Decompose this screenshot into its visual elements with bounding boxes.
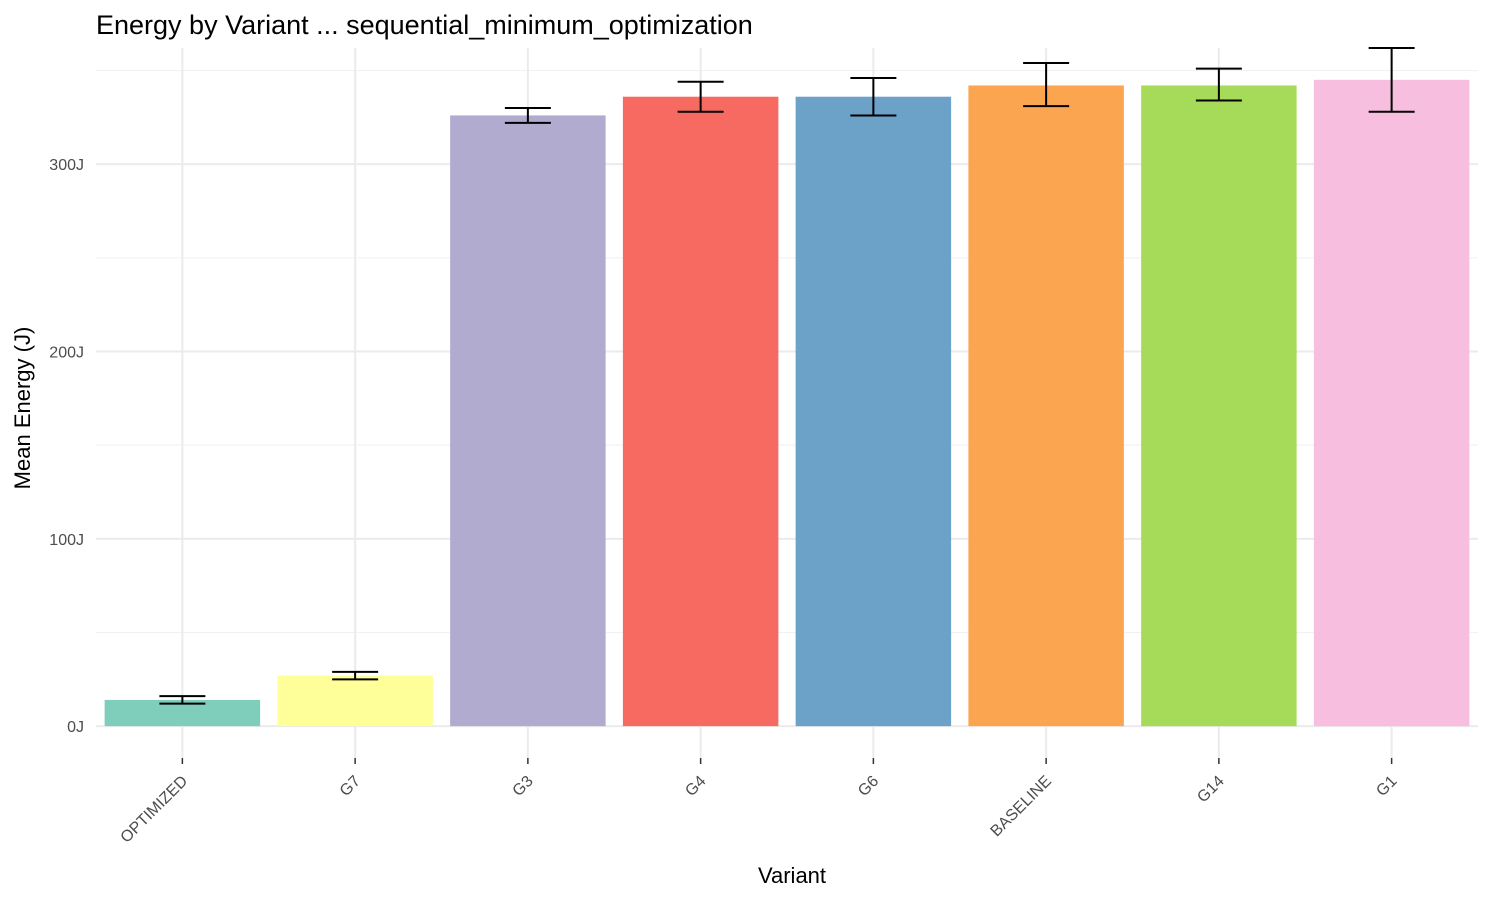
x-tick-label-g1: G1 <box>1373 773 1400 800</box>
x-tick-label-g4: G4 <box>682 773 709 800</box>
error-bar-optimized <box>159 695 206 705</box>
y-tick-label: 0J <box>67 719 84 736</box>
error-bar-g6 <box>850 76 897 117</box>
error-bar-g4 <box>677 80 724 113</box>
x-axis-ticks: OPTIMIZED G7 G3 G4 G6 BASELINE G14 G1 <box>118 758 1401 846</box>
x-tick-label-g6: G6 <box>855 773 882 800</box>
error-bar-baseline <box>1023 61 1070 108</box>
error-bar-g14 <box>1195 67 1242 102</box>
error-bar-g1 <box>1368 47 1415 113</box>
y-tick-label: 300J <box>49 157 84 174</box>
y-axis-title: Mean Energy (J) <box>10 327 35 490</box>
bars <box>104 79 1470 727</box>
error-bars <box>159 47 1415 705</box>
y-tick-label: 100J <box>49 532 84 549</box>
error-bar-g3 <box>504 106 551 124</box>
x-tick-label-g3: G3 <box>510 773 537 800</box>
bar-g14 <box>1141 85 1297 727</box>
bar-g7 <box>277 675 433 727</box>
x-tick-label-g7: G7 <box>337 773 364 800</box>
error-bar-g7 <box>332 670 379 681</box>
x-axis-title: Variant <box>758 863 826 888</box>
bar-baseline <box>968 85 1124 727</box>
y-tick-label: 200J <box>49 344 84 361</box>
bar-g1 <box>1313 79 1470 727</box>
x-tick-label-baseline: BASELINE <box>988 773 1055 840</box>
x-tick-label-g14: G14 <box>1194 773 1227 806</box>
bar-g4 <box>622 96 779 727</box>
chart-title: Energy by Variant ... sequential_minimum… <box>96 10 753 40</box>
bar-g3 <box>450 115 606 727</box>
bar-g6 <box>795 96 952 727</box>
y-axis-ticks: 0J 100J 200J 300J <box>49 157 84 736</box>
x-tick-label-optimized: OPTIMIZED <box>118 773 192 847</box>
